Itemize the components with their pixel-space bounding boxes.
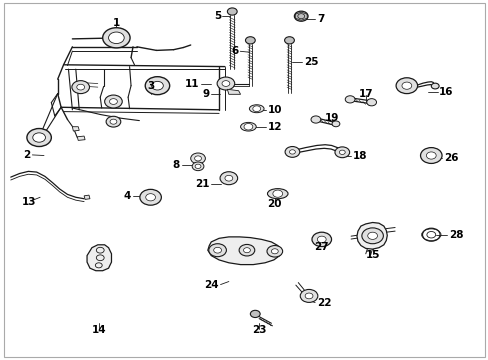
- Circle shape: [285, 147, 299, 157]
- Circle shape: [272, 190, 282, 197]
- Circle shape: [222, 81, 229, 86]
- Text: 4: 4: [123, 191, 131, 201]
- Ellipse shape: [249, 105, 264, 113]
- Circle shape: [227, 8, 237, 15]
- Circle shape: [300, 289, 317, 302]
- Text: 11: 11: [184, 78, 199, 89]
- Circle shape: [245, 37, 255, 44]
- Circle shape: [395, 78, 417, 94]
- Polygon shape: [207, 237, 281, 265]
- Text: 17: 17: [358, 89, 372, 99]
- Circle shape: [271, 249, 278, 254]
- Circle shape: [317, 236, 325, 243]
- Circle shape: [426, 152, 435, 159]
- Text: 9: 9: [202, 89, 209, 99]
- Text: 26: 26: [443, 153, 458, 163]
- Circle shape: [401, 82, 411, 89]
- Text: 8: 8: [172, 160, 180, 170]
- Circle shape: [213, 247, 221, 253]
- Text: 7: 7: [316, 14, 324, 24]
- Circle shape: [109, 99, 117, 104]
- Circle shape: [294, 11, 307, 21]
- Circle shape: [339, 150, 345, 154]
- Polygon shape: [227, 89, 240, 94]
- Polygon shape: [72, 127, 79, 131]
- Text: 23: 23: [251, 325, 266, 336]
- Circle shape: [77, 84, 84, 90]
- Circle shape: [217, 77, 234, 90]
- Text: 14: 14: [91, 325, 106, 336]
- Circle shape: [243, 248, 250, 253]
- Circle shape: [366, 99, 376, 106]
- Text: 22: 22: [316, 298, 331, 308]
- Text: 5: 5: [213, 11, 221, 21]
- Text: 20: 20: [267, 199, 282, 210]
- Circle shape: [110, 119, 117, 124]
- Circle shape: [334, 147, 349, 158]
- Circle shape: [140, 189, 161, 205]
- Circle shape: [224, 175, 232, 181]
- Text: 18: 18: [352, 150, 367, 161]
- Text: 12: 12: [267, 122, 282, 132]
- Text: 25: 25: [304, 57, 318, 67]
- Circle shape: [195, 164, 201, 168]
- Polygon shape: [87, 245, 111, 271]
- Circle shape: [145, 194, 155, 201]
- Circle shape: [220, 172, 237, 185]
- Text: 21: 21: [194, 179, 209, 189]
- Circle shape: [331, 121, 339, 127]
- Circle shape: [345, 96, 354, 103]
- Polygon shape: [84, 195, 90, 199]
- Text: 1: 1: [113, 18, 120, 28]
- Text: 28: 28: [448, 230, 463, 240]
- Circle shape: [190, 153, 205, 164]
- Circle shape: [367, 232, 377, 239]
- Text: 27: 27: [314, 242, 328, 252]
- Text: 13: 13: [22, 197, 37, 207]
- Circle shape: [145, 77, 169, 95]
- Text: 24: 24: [204, 280, 219, 290]
- Circle shape: [208, 244, 226, 257]
- Circle shape: [305, 293, 312, 299]
- Circle shape: [252, 106, 260, 112]
- Ellipse shape: [267, 189, 287, 199]
- Text: 3: 3: [147, 81, 154, 91]
- Ellipse shape: [240, 122, 256, 131]
- Circle shape: [104, 95, 122, 108]
- Text: 10: 10: [267, 105, 282, 115]
- Text: 19: 19: [324, 113, 338, 123]
- Circle shape: [239, 244, 254, 256]
- Text: 2: 2: [23, 150, 30, 160]
- Text: 6: 6: [231, 46, 238, 56]
- Circle shape: [266, 246, 282, 257]
- Polygon shape: [77, 136, 85, 140]
- Circle shape: [192, 162, 203, 171]
- Circle shape: [311, 232, 331, 247]
- Circle shape: [284, 37, 294, 44]
- Circle shape: [108, 32, 124, 44]
- Circle shape: [33, 133, 45, 142]
- Circle shape: [310, 116, 320, 123]
- Circle shape: [361, 228, 383, 244]
- Circle shape: [289, 150, 295, 154]
- Circle shape: [102, 28, 130, 48]
- Circle shape: [151, 81, 163, 90]
- Circle shape: [106, 116, 121, 127]
- Circle shape: [194, 156, 201, 161]
- Text: 15: 15: [365, 250, 379, 260]
- Circle shape: [72, 81, 89, 94]
- Circle shape: [250, 310, 260, 318]
- Circle shape: [430, 83, 438, 89]
- Circle shape: [27, 129, 51, 147]
- Polygon shape: [356, 222, 386, 249]
- Text: 16: 16: [438, 87, 453, 97]
- Circle shape: [244, 123, 252, 130]
- Circle shape: [420, 148, 441, 163]
